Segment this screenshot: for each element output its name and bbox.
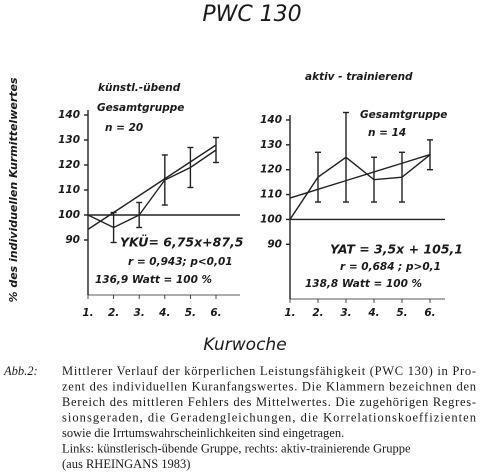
error-bar (187, 146, 194, 189)
caption-line: (aus RHEINGANS 1983) (62, 457, 190, 471)
y-axis-label: % des individuellen Kurmittelwertes (7, 77, 20, 303)
x-tick-label: 5. (185, 307, 196, 319)
x-tick-label: 6. (210, 307, 221, 319)
annotation: Gesamtgruppe (97, 102, 184, 114)
y-tick-label: 110 (260, 189, 282, 201)
y-tick-label: 120 (260, 164, 282, 176)
x-tick-label: 6. (424, 307, 435, 319)
error-bar (110, 211, 117, 244)
caption-line: Bereich des mittleren Fehlers des Mittel… (62, 395, 476, 409)
annotation: 138,8 Watt = 100 % (305, 278, 422, 290)
y-tick-label: 90 (65, 234, 80, 246)
caption-line: Mittlerer Verlauf der körperlichen Leist… (62, 364, 476, 378)
y-tick-label: 140 (260, 114, 282, 126)
caption-label: Abb.2: (3, 364, 38, 378)
annotation: YKÜ= 6,75x+87,5 (120, 235, 244, 250)
annotation: r = 0,684 ; p>0,1 (340, 261, 441, 273)
x-tick-label: 4. (367, 307, 379, 319)
annotation: n = 20 (105, 122, 143, 134)
x-tick-label: 2. (108, 307, 119, 319)
x-tick-label: 3. (134, 307, 145, 319)
caption-line: zent des individuellen Kuranfangswertes.… (62, 379, 477, 393)
annotation: r = 0,943; p<0,01 (128, 256, 233, 268)
x-tick-label: 1. (82, 307, 93, 319)
caption-line: Links: künstlerisch-übende Gruppe, recht… (62, 441, 411, 455)
error-bar (315, 151, 321, 203)
y-tick-label: 140 (58, 109, 80, 121)
y-tick-label: 130 (260, 139, 282, 151)
caption-line: sionsgeraden, die Geradengleichungen, di… (62, 410, 477, 424)
chart-title: künstl.-übend (98, 82, 181, 94)
chart-title: aktiv - trainierend (305, 71, 413, 83)
y-tick-label: 110 (58, 184, 80, 196)
regression-line (289, 153, 431, 199)
x-tick-label: 1. (284, 307, 295, 319)
figure-title: PWC 130 (202, 2, 301, 27)
y-tick-label: 130 (58, 134, 80, 146)
annotation: Gesamtgruppe (360, 109, 447, 121)
x-tick-label: 5. (396, 307, 407, 319)
error-bar (161, 154, 168, 206)
regression-line (87, 144, 217, 230)
error-bar (136, 201, 143, 229)
error-bar (213, 136, 219, 164)
mean-line (87, 149, 217, 229)
x-tick-label: 4. (158, 307, 170, 319)
x-axis-label: Kurwoche (203, 335, 286, 355)
y-tick-label: 100 (58, 209, 80, 221)
x-tick-label: 2. (312, 307, 323, 319)
x-tick-label: 3. (340, 307, 351, 319)
y-tick-label: 90 (267, 238, 282, 250)
error-bar (399, 151, 405, 203)
annotation: n = 14 (368, 127, 406, 139)
y-tick-label: 120 (58, 159, 80, 171)
error-bar (371, 156, 377, 203)
annotation: YAT = 3,5x + 105,1 (330, 242, 463, 257)
error-bar (343, 111, 349, 203)
y-tick-label: 100 (260, 213, 282, 225)
annotation: 136,9 Watt = 100 % (95, 274, 212, 286)
caption-line: sowie die Irrtumswahrscheinlichkeiten si… (62, 426, 344, 440)
mean-line (289, 154, 431, 220)
